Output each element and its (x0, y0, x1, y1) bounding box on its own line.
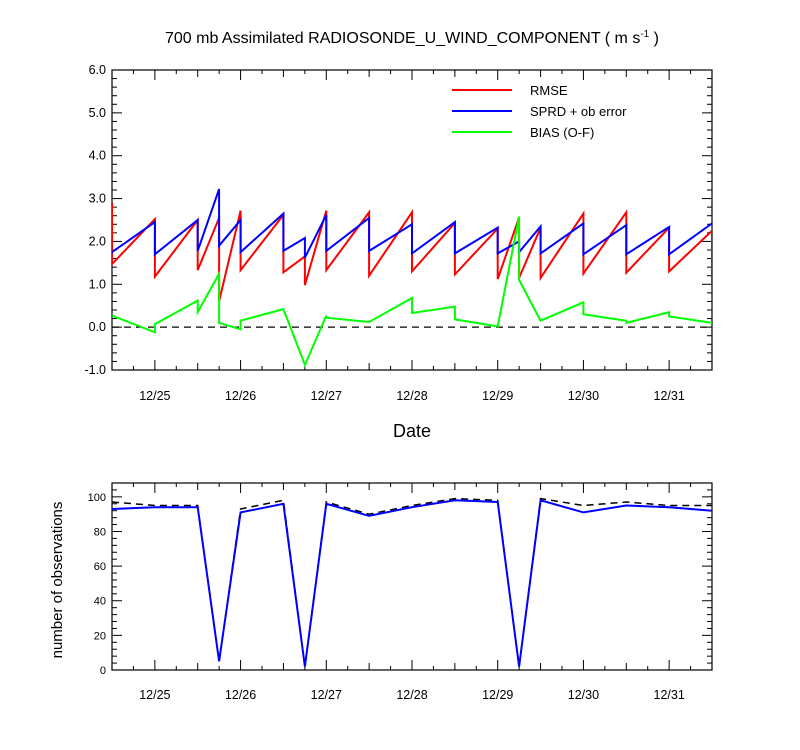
series-line-possible-observations (112, 497, 712, 667)
legend-label: SPRD + ob error (530, 104, 627, 119)
series-line-sprd-ob-error (112, 188, 712, 259)
x-tick-label: 12/26 (225, 688, 256, 702)
series-line-rmse (112, 202, 712, 302)
top-plot: -1.0 0.0 1.0 2.0 3.0 4.0 5.0 6.0 12/25 12/26 12/27… (84, 63, 713, 403)
x-tick-label: 12/27 (311, 688, 342, 702)
x-tick-label: 12/31 (654, 688, 685, 702)
y-tick-label: 3.0 (89, 192, 106, 206)
y-tick-label: 80 (94, 526, 106, 538)
x-tick-label: 12/27 (311, 389, 342, 403)
legend-label: RMSE (530, 83, 568, 98)
x-tick-label: 12/30 (568, 688, 599, 702)
x-axis-label: Date (393, 421, 431, 441)
legend-label: BIAS (O-F) (530, 125, 594, 140)
x-tick-label: 12/25 (139, 389, 170, 403)
chart-title: 700 mb Assimilated RADIOSONDE_U_WIND_COM… (165, 29, 659, 47)
y-axis-label-observations: number of observations (49, 502, 66, 659)
top-legend: RMSE SPRD + ob error BIAS (O-F) (452, 83, 627, 140)
y-tick-label: 1.0 (89, 277, 106, 291)
x-tick-label: 12/26 (225, 389, 256, 403)
y-tick-label: 0.0 (89, 320, 106, 334)
x-tick-label: 12/25 (139, 688, 170, 702)
x-tick-label: 12/30 (568, 389, 599, 403)
y-tick-label: 4.0 (89, 149, 106, 163)
x-tick-label: 12/29 (482, 389, 513, 403)
y-tick-label: 60 (94, 561, 106, 573)
y-tick-label: 0 (100, 665, 106, 677)
y-tick-label: 40 (94, 596, 106, 608)
y-tick-label: -1.0 (84, 363, 106, 377)
y-tick-label: 2.0 (89, 234, 106, 248)
x-tick-label: 12/29 (482, 688, 513, 702)
series-line-assimilated-observations (112, 499, 712, 667)
y-tick-label: 6.0 (89, 63, 106, 77)
y-tick-label: 5.0 (89, 106, 106, 120)
plot-frame (111, 482, 713, 671)
series-line-bias-o-f (112, 216, 712, 368)
y-tick-label: 100 (88, 492, 106, 504)
x-tick-label: 12/31 (654, 389, 685, 403)
x-tick-label: 12/28 (396, 688, 427, 702)
y-tick-label: 20 (94, 630, 106, 642)
x-tick-label: 12/28 (396, 389, 427, 403)
bottom-plot: 0 20 40 60 80 100 12/25 12/26 12/27 12/28 12/29 12/… (88, 482, 713, 702)
